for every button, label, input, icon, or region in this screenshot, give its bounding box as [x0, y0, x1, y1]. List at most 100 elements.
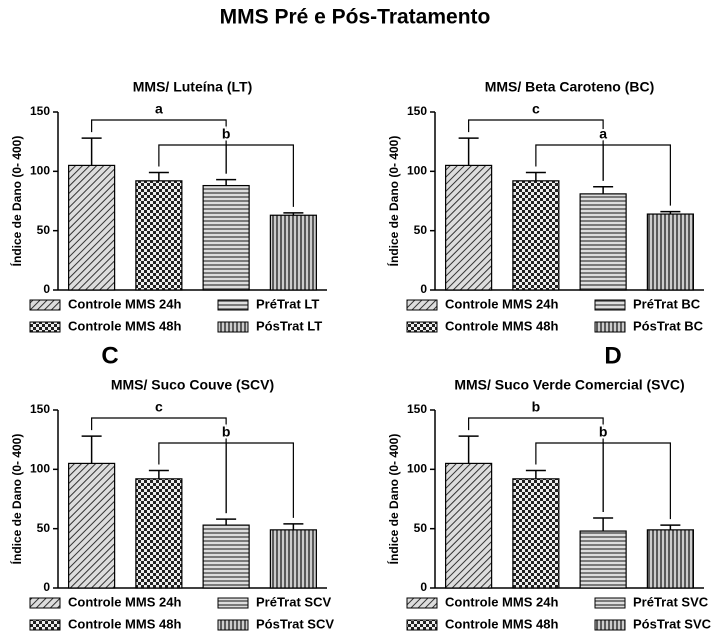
significance-label: b	[532, 399, 541, 415]
error-bar	[525, 469, 546, 479]
bar	[269, 529, 317, 589]
error-bar	[81, 137, 102, 166]
panel-title: MMS/ Suco Couve (SCV)	[111, 377, 274, 393]
bar	[646, 213, 694, 291]
error-bar	[148, 171, 169, 181]
y-tick-label: 100	[407, 462, 427, 476]
panel-label: C	[101, 342, 118, 369]
legend-swatch	[594, 619, 626, 631]
bar	[202, 524, 250, 589]
bar	[135, 478, 183, 589]
panel: MMS/ Suco Couve (SCV) Índice de Dano (0- …	[9, 342, 334, 631]
significance-bracket	[535, 144, 671, 206]
legend-swatch	[217, 299, 249, 311]
error-bar	[216, 178, 237, 186]
legend-swatch	[406, 597, 438, 609]
significance-bracket	[158, 442, 294, 518]
y-tick-label: 0	[420, 282, 427, 296]
bar	[269, 214, 317, 291]
legend-label: PósTrat SVC	[633, 616, 711, 631]
significance-label: a	[599, 126, 607, 142]
significance-bracket	[535, 442, 671, 520]
y-tick-label: 0	[43, 580, 50, 594]
error-bar	[458, 137, 479, 166]
y-tick-label: 50	[414, 521, 428, 535]
error-bar	[81, 435, 102, 464]
legend-swatch	[29, 597, 61, 609]
bar	[646, 529, 694, 589]
panel-title: MMS/ Luteína (LT)	[133, 79, 253, 95]
legend-label: PósTrat SCV	[256, 616, 334, 631]
error-bar	[660, 524, 681, 530]
significance-label: b	[222, 126, 231, 142]
error-bar	[283, 523, 304, 530]
significance-bracket	[158, 144, 294, 207]
significance-label: b	[222, 424, 231, 440]
legend-swatch	[217, 321, 249, 333]
panel-title: MMS/ Beta Caroteno (BC)	[485, 79, 655, 95]
y-tick-label: 50	[37, 521, 51, 535]
y-tick-label: 150	[407, 402, 427, 416]
y-axis-label: Índice de Dano (0- 400)	[386, 136, 401, 267]
bar	[445, 462, 493, 589]
legend-label: PréTrat SVC	[633, 594, 709, 609]
legend-label: Controle MMS 48h	[68, 318, 181, 333]
y-axis-label: Índice de Dano (0- 400)	[9, 136, 24, 267]
legend-label: PréTrat LT	[256, 296, 319, 311]
significance-label: c	[155, 399, 163, 415]
legend-label: PósTrat BC	[633, 318, 704, 333]
error-bar	[660, 210, 681, 215]
bar	[68, 462, 116, 589]
y-tick-label: 150	[30, 402, 50, 416]
bar	[68, 164, 116, 291]
legend-label: PréTrat SCV	[256, 594, 331, 609]
legend-swatch	[29, 299, 61, 311]
panel: MMS/ Suco Verde Comercial (SVC) Índice de…	[386, 342, 711, 631]
legend-swatch	[594, 597, 626, 609]
legend-swatch	[217, 597, 249, 609]
legend-swatch	[406, 299, 438, 311]
legend-label: Controle MMS 48h	[68, 616, 181, 631]
significance-label: c	[532, 101, 540, 117]
panel-title: MMS/ Suco Verde Comercial (SVC)	[454, 377, 684, 393]
y-tick-label: 100	[30, 462, 50, 476]
legend-swatch	[594, 299, 626, 311]
panel: MMS/ Luteína (LT) Índice de Dano (0- 400)…	[9, 79, 327, 333]
y-tick-label: 100	[407, 164, 427, 178]
y-axis-label: Índice de Dano (0- 400)	[386, 434, 401, 565]
panel-label: D	[604, 342, 621, 369]
y-axis-label: Índice de Dano (0- 400)	[9, 434, 24, 565]
error-bar	[458, 435, 479, 464]
legend-swatch	[406, 321, 438, 333]
bar	[135, 180, 183, 291]
error-bar	[283, 212, 304, 216]
y-tick-label: 100	[30, 164, 50, 178]
bar	[512, 180, 560, 291]
legend-swatch	[594, 321, 626, 333]
y-tick-label: 50	[37, 223, 51, 237]
significance-label: a	[155, 101, 163, 117]
legend-label: Controle MMS 48h	[445, 318, 558, 333]
legend-swatch	[217, 619, 249, 631]
y-tick-label: 150	[30, 104, 50, 118]
bar	[202, 184, 250, 291]
error-bar	[525, 171, 546, 181]
error-bar	[593, 517, 614, 532]
legend-label: Controle MMS 24h	[445, 296, 558, 311]
legend-label: Controle MMS 24h	[445, 594, 558, 609]
legend-label: PósTrat LT	[256, 318, 322, 333]
y-tick-label: 0	[420, 580, 427, 594]
error-bar	[593, 186, 614, 194]
legend-swatch	[29, 321, 61, 333]
y-tick-label: 150	[407, 104, 427, 118]
legend-label: Controle MMS 48h	[445, 616, 558, 631]
bar	[579, 193, 627, 291]
legend-swatch	[406, 619, 438, 631]
y-tick-label: 0	[43, 282, 50, 296]
legend-label: Controle MMS 24h	[68, 296, 181, 311]
significance-label: b	[599, 424, 608, 440]
panel: MMS/ Beta Caroteno (BC) Índice de Dano (0…	[386, 79, 704, 333]
bar	[445, 164, 493, 291]
legend-label: PréTrat BC	[633, 296, 701, 311]
